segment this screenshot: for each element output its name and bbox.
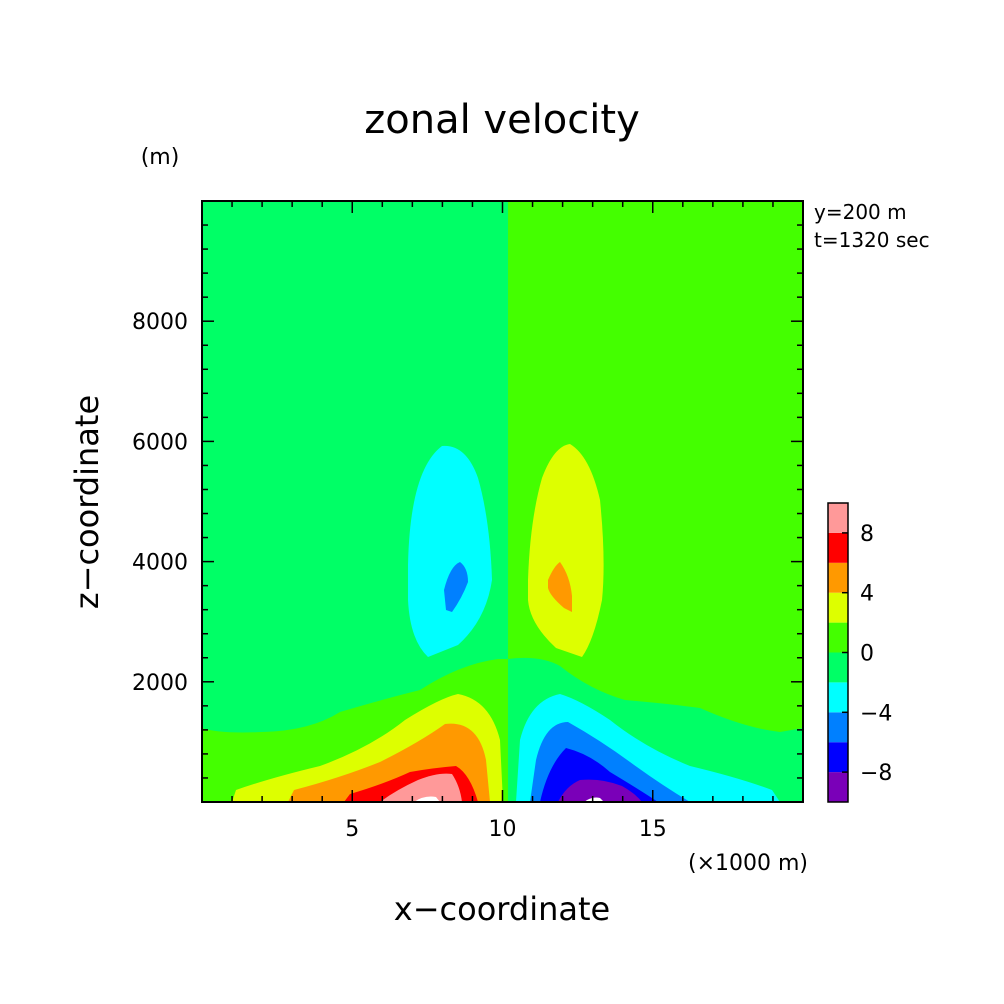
info-time: t=1320 sec — [814, 228, 930, 252]
y-tick-label: 2000 — [132, 671, 188, 696]
x-tick-label: 5 — [345, 817, 359, 842]
y-tick-labels: 2000 4000 6000 8000 — [132, 310, 188, 696]
colorbar-swatch — [828, 712, 848, 743]
axis-ticks — [202, 201, 803, 802]
contour-right-minus8to-10 — [558, 779, 642, 802]
contour-left-vortex-outer — [408, 445, 492, 657]
colorbar-tick-label: −8 — [860, 761, 892, 786]
colorbar-tick-label: 4 — [860, 582, 874, 607]
y-tick-label: 6000 — [132, 430, 188, 455]
contour-left-8to10 — [380, 773, 462, 802]
y-tick-label: 8000 — [132, 310, 188, 335]
colorbar-swatch — [828, 532, 848, 563]
contour-right-vortex-core — [548, 562, 572, 612]
colorbar-swatch — [828, 503, 848, 533]
colorbar-swatch — [828, 682, 848, 713]
x-tick-label: 15 — [639, 817, 667, 842]
contour-left-vortex-core — [444, 562, 468, 612]
y-axis-label: z−coordinate — [68, 395, 106, 609]
chart-title: zonal velocity — [364, 97, 640, 143]
colorbar-swatch — [828, 622, 848, 653]
x-tick-label: 10 — [489, 817, 517, 842]
contour-field — [202, 201, 803, 802]
colorbar-tick-label: 0 — [860, 642, 874, 667]
colorbar: −8 −4 0 4 8 — [827, 502, 892, 803]
x-axis-unit: (×1000 m) — [688, 851, 808, 876]
x-tick-labels: 5 10 15 — [345, 817, 667, 842]
y-axis-unit: (m) — [141, 145, 180, 170]
colorbar-tick-label: −4 — [860, 701, 892, 726]
colorbar-tick-label: 8 — [860, 522, 874, 547]
contour-right-below-minus10 — [584, 797, 604, 802]
colorbar-swatch — [828, 742, 848, 773]
colorbar-swatch — [828, 652, 848, 683]
contour-right-vortex-outer — [528, 444, 604, 657]
x-axis-label: x−coordinate — [394, 890, 610, 928]
y-tick-label: 4000 — [132, 551, 188, 576]
contour-left-above-10 — [414, 796, 440, 802]
colorbar-swatch — [828, 562, 848, 593]
colorbar-swatch — [828, 772, 848, 802]
colorbar-swatch — [828, 592, 848, 623]
info-y-position: y=200 m — [814, 200, 907, 224]
